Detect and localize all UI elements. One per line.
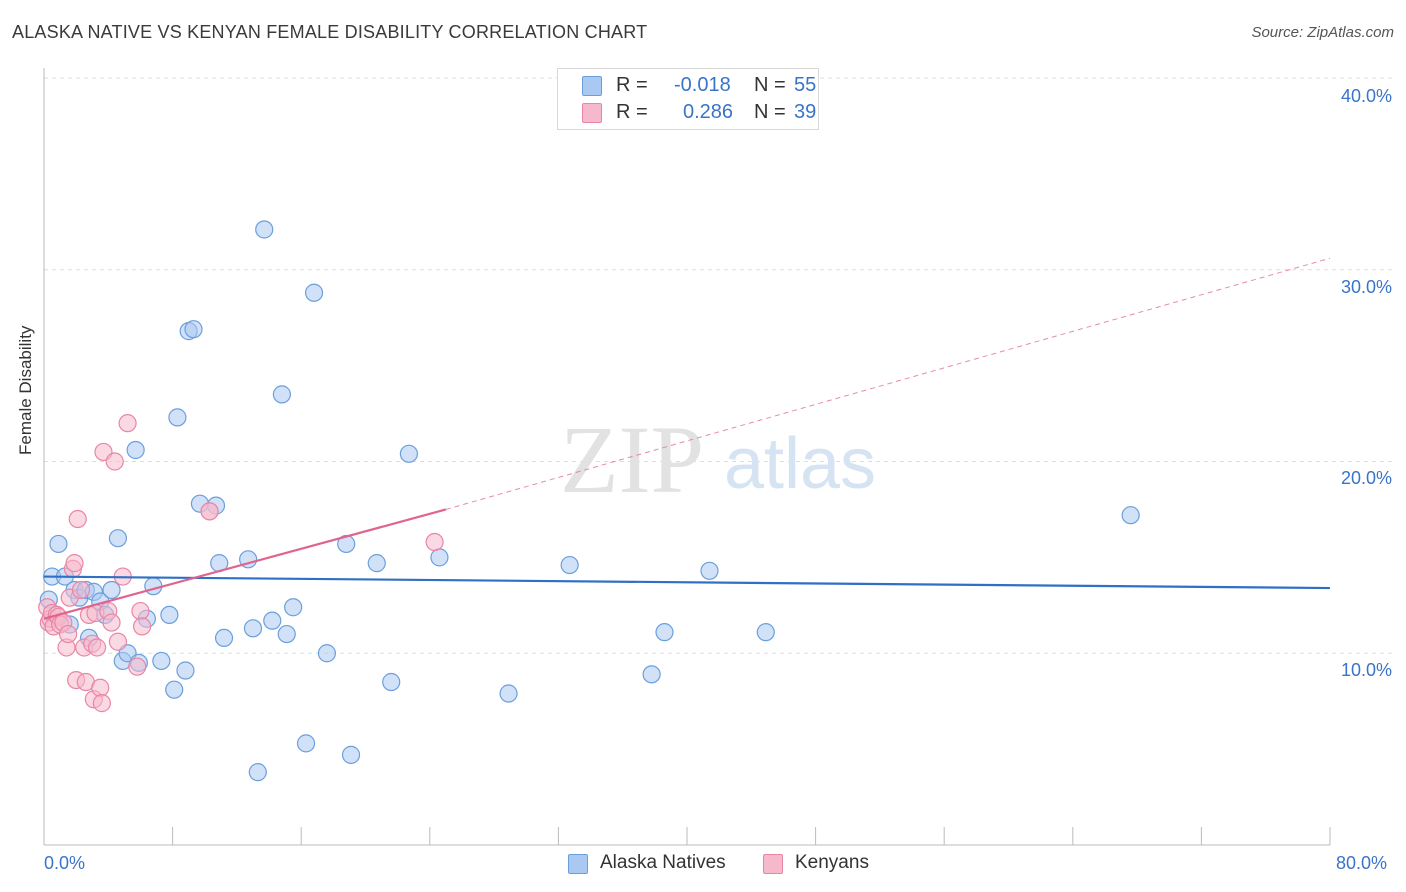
alaska-natives-point (1121, 506, 1140, 525)
y-tick-30: 30.0% (1340, 277, 1392, 297)
watermark: ZIP atlas (560, 406, 876, 513)
kenyans-legend-swatch (763, 854, 783, 874)
axes (43, 68, 1331, 846)
kenyans-point (108, 632, 128, 651)
alaska-natives-trendline (43, 575, 1331, 590)
alaska-natives-point (152, 651, 171, 671)
alaska-natives-swatch (582, 76, 602, 96)
kenyans-swatch (582, 103, 602, 123)
kenyans-point (92, 694, 111, 713)
trend-lines (43, 257, 1331, 620)
alaska-natives-legend-label: Alaska Natives (600, 852, 726, 873)
y-tick-40: 40.0% (1340, 86, 1392, 106)
kenyans-r-value: 0.286 (683, 101, 734, 123)
kenyans-point (65, 554, 84, 573)
y-tick-20: 20.0% (1340, 468, 1392, 488)
alaska-natives-point (49, 534, 68, 554)
kenyans-point (91, 678, 110, 697)
alaska-natives-point (263, 611, 282, 630)
watermark-zip: ZIP (560, 406, 704, 513)
alaska-natives-point (277, 624, 296, 644)
alaska-natives-point (382, 672, 401, 692)
alaska-natives-point (304, 283, 324, 302)
alaska-natives-point (214, 628, 234, 648)
alaska-natives-point (248, 763, 267, 782)
alaska-natives-point (108, 529, 128, 548)
alaska-natives-point (296, 734, 316, 753)
alaska-natives-point (255, 220, 274, 239)
kenyans-point (71, 580, 91, 600)
kenyans-points (38, 414, 444, 713)
alaska-natives-point (756, 623, 775, 642)
kenyans-point (118, 414, 137, 433)
alaska-natives-point (499, 684, 518, 703)
alaska-natives-point (655, 623, 674, 642)
kenyans-point (105, 452, 124, 471)
alaska-natives-r-value: -0.018 (674, 74, 731, 96)
alaska-natives-point (642, 665, 661, 684)
n-label: N = (754, 74, 786, 96)
alaska-natives-point (102, 580, 121, 600)
y-tick-10: 10.0% (1340, 660, 1392, 680)
correlation-legend: R = -0.018 N = 55 R = 0.286 N = 39 (557, 68, 819, 130)
source-label: Source: ZipAtlas.com (1251, 24, 1394, 41)
kenyans-point (128, 657, 147, 676)
kenyans-point (132, 617, 152, 636)
r-label: R = (616, 74, 648, 96)
kenyans-trendline-extension (445, 257, 1331, 510)
kenyans-trendline (43, 508, 447, 620)
alaska-natives-point (243, 619, 263, 638)
kenyans-point (68, 509, 87, 529)
alaska-natives-point (560, 555, 579, 575)
kenyans-point (425, 532, 444, 552)
kenyans-point (102, 613, 121, 632)
alaska-natives-point (399, 444, 419, 463)
alaska-natives-point (165, 680, 184, 699)
kenyans-point (87, 638, 107, 657)
alaska-natives-point (272, 385, 292, 404)
alaska-natives-point (341, 745, 361, 764)
alaska-natives-legend-swatch (568, 854, 588, 874)
kenyans-point (59, 624, 78, 644)
x-tick-min: 0.0% (44, 853, 86, 873)
alaska-natives-point (126, 440, 145, 460)
alaska-natives-point (284, 598, 303, 617)
alaska-natives-point (367, 554, 386, 573)
alaska-natives-n-value: 55 (794, 74, 817, 96)
alaska-natives-point (430, 548, 449, 567)
alaska-natives-point (168, 408, 187, 427)
kenyans-point (131, 601, 150, 621)
alaska-natives-point (700, 561, 719, 580)
n-label: N = (754, 101, 786, 123)
y-axis-label: Female Disability (16, 325, 35, 455)
kenyans-n-value: 39 (794, 101, 817, 123)
chart-title: ALASKA NATIVE VS KENYAN FEMALE DISABILIT… (12, 22, 648, 42)
alaska-natives-point (317, 644, 337, 663)
alaska-natives-point (144, 577, 163, 596)
alaska-natives-point (184, 320, 203, 339)
r-label: R = (616, 101, 648, 123)
x-tick-max: 80.0% (1336, 853, 1388, 873)
watermark-atlas: atlas (724, 424, 876, 504)
alaska-natives-point (160, 605, 179, 625)
kenyans-point (200, 502, 219, 521)
alaska-natives-point (176, 661, 195, 680)
kenyans-legend-label: Kenyans (795, 852, 869, 873)
